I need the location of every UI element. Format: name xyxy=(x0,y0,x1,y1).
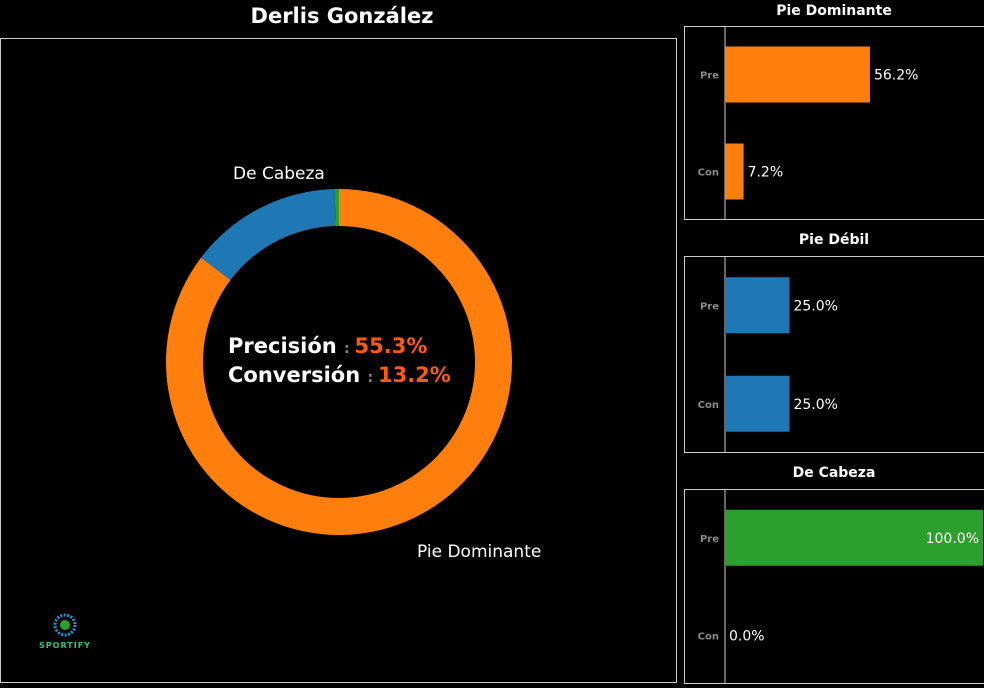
stat-sep: : xyxy=(344,341,354,357)
panel-title-de-cabeza: De Cabeza xyxy=(792,465,876,481)
globe-icon xyxy=(53,613,77,637)
data-label-pre: 100.0% xyxy=(926,531,979,547)
slice-label-pie-dominante: Pie Dominante xyxy=(417,542,541,562)
stat-label: Conversión xyxy=(228,363,367,387)
data-label-con: 7.2% xyxy=(748,165,784,181)
tick-label-pre: Pre xyxy=(700,534,719,545)
stat-value: 13.2% xyxy=(378,363,451,387)
bar-panel-de-cabeza: Pre 100.0% Con 0.0% xyxy=(684,489,984,684)
bar-pre[interactable] xyxy=(725,277,790,334)
tick-label-con: Con xyxy=(698,168,719,179)
donut-slice-pie-debil[interactable] xyxy=(200,189,336,281)
tick-label-pre: Pre xyxy=(700,71,719,82)
slice-label-de-cabeza: De Cabeza xyxy=(233,164,325,184)
bar-panel-pie-dominante: Pre 56.2% Con 7.2% xyxy=(684,26,984,220)
data-label-con: 0.0% xyxy=(729,628,765,644)
bar-chart-pie-dominante: Pre 56.2% Con 7.2% xyxy=(698,26,918,220)
center-stat-0: Precisión : 55.3% xyxy=(228,334,427,358)
logo-text: SPORTIFY xyxy=(39,641,91,650)
stat-label: Precisión xyxy=(228,334,344,358)
stat-value: 55.3% xyxy=(355,334,428,358)
bar-chart-de-cabeza: Pre 100.0% Con 0.0% xyxy=(698,489,983,684)
bar-pre[interactable] xyxy=(725,509,983,566)
stat-sep: : xyxy=(367,370,377,386)
bar-pre[interactable] xyxy=(725,46,870,103)
data-label-con: 25.0% xyxy=(794,397,838,413)
tick-label-con: Con xyxy=(698,631,719,642)
sportify-logo: SPORTIFY xyxy=(35,613,95,650)
donut-chart: De Cabeza Pie Dominante Precisión : 55.3% C… xyxy=(166,164,541,562)
donut-slice-de-cabeza[interactable] xyxy=(334,189,339,227)
donut-panel: De Cabeza Pie Dominante Precisión : 55.3% C… xyxy=(0,38,677,683)
tick-label-con: Con xyxy=(698,400,719,411)
panel-title-pie-debil: Pie Débil xyxy=(798,232,870,248)
bar-con[interactable] xyxy=(725,375,790,432)
data-label-pre: 56.2% xyxy=(874,68,918,84)
bar-con[interactable] xyxy=(725,143,744,200)
tick-label-pre: Pre xyxy=(700,301,719,312)
bar-panel-pie-debil: Pre 25.0% Con 25.0% xyxy=(684,256,984,453)
panel-title-pie-dominante: Pie Dominante xyxy=(776,3,892,19)
data-label-pre: 25.0% xyxy=(794,298,838,314)
page-title: Derlis González xyxy=(250,4,434,28)
center-stat-1: Conversión : 13.2% xyxy=(228,363,451,387)
bar-chart-pie-debil: Pre 25.0% Con 25.0% xyxy=(698,256,838,453)
